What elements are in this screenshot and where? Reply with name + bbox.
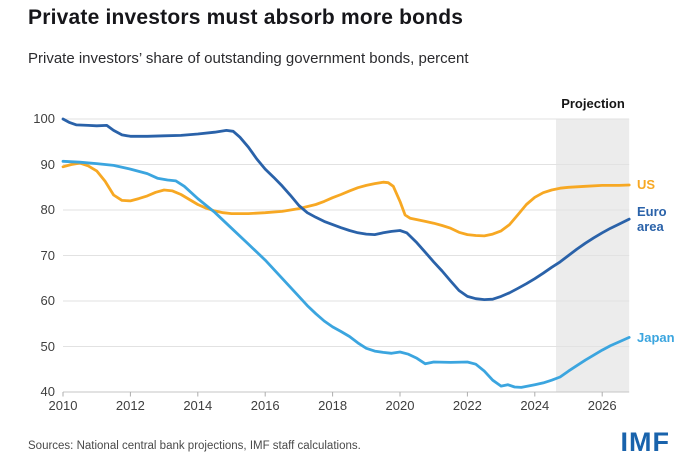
series-label-japan: Japan bbox=[637, 329, 675, 345]
series-line-us bbox=[61, 161, 631, 238]
x-tick-label: 2026 bbox=[587, 398, 617, 413]
x-tick-label: 2016 bbox=[250, 398, 280, 413]
series-label-us: US bbox=[637, 177, 656, 193]
x-tick-label: 2020 bbox=[385, 398, 415, 413]
chart-title: Private investors must absorb more bonds bbox=[28, 6, 464, 29]
x-tick-label: 2012 bbox=[115, 398, 145, 413]
y-tick-label: 40 bbox=[40, 384, 55, 399]
x-tick-label: 2024 bbox=[520, 398, 550, 413]
y-tick-label: 90 bbox=[40, 156, 55, 172]
series-line-japan bbox=[61, 159, 631, 389]
x-tick-label: 2014 bbox=[183, 398, 213, 413]
imf-logo: IMF bbox=[620, 427, 670, 457]
x-tick-label: 2022 bbox=[452, 398, 482, 413]
sources-note: Sources: National central bank projectio… bbox=[28, 440, 361, 452]
x-tick-label: 2010 bbox=[48, 398, 78, 413]
y-tick-label: 100 bbox=[33, 111, 55, 126]
chart-subtitle: Private investors’ share of outstanding … bbox=[28, 50, 469, 67]
x-tick-label: 2018 bbox=[318, 398, 348, 413]
series-label-euro-area: Euro area bbox=[637, 204, 667, 235]
y-tick-label: 70 bbox=[40, 247, 55, 263]
projection-label: Projection bbox=[561, 96, 625, 111]
y-tick-label: 50 bbox=[40, 338, 55, 354]
series-line-euro-area bbox=[61, 117, 631, 302]
y-tick-label: 80 bbox=[40, 202, 55, 217]
y-tick-label: 60 bbox=[40, 293, 55, 308]
